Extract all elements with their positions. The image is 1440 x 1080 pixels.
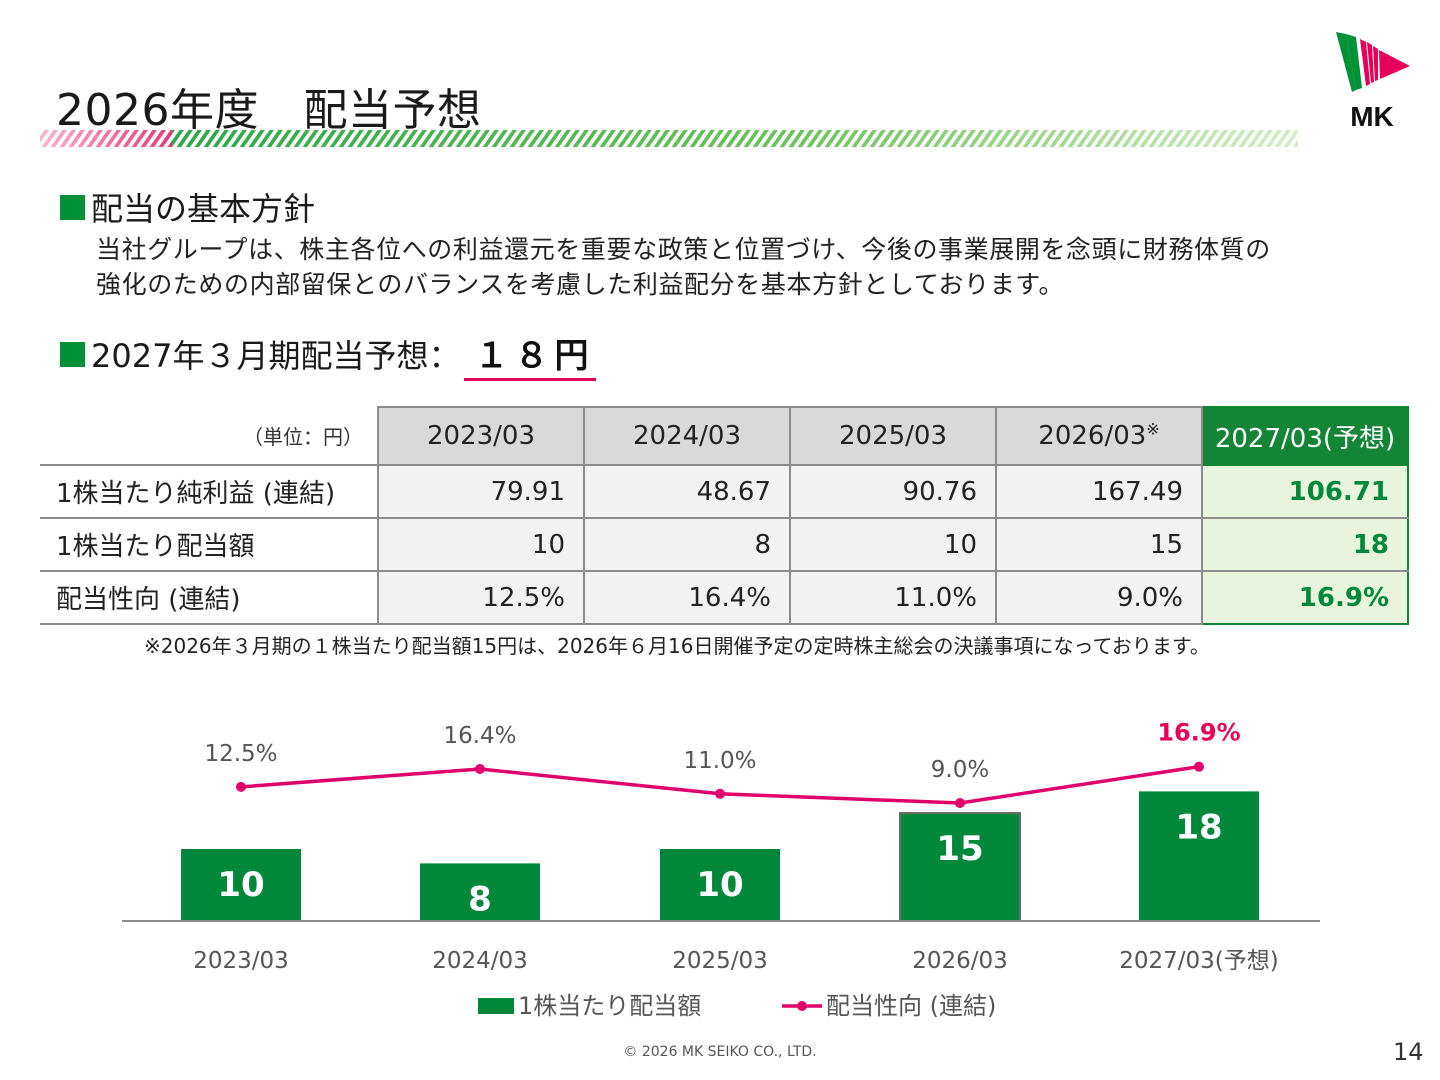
x-tick-label: 2023/03	[193, 948, 289, 974]
column-header-text: 2026/03	[1038, 421, 1147, 451]
table-cell: 48.67	[583, 464, 791, 519]
bar	[181, 849, 301, 921]
row-label: 1株当たり配当額	[40, 517, 379, 572]
bar-data-label: 10	[217, 865, 264, 905]
table-cell-forecast: 106.71	[1201, 464, 1409, 519]
line-data-label: 9.0%	[931, 757, 989, 783]
legend-swatch-bar	[478, 998, 514, 1014]
bullet-square-icon	[60, 195, 85, 220]
section-dividend-policy: 配当の基本方針	[60, 184, 315, 230]
footnote: ※2026年３月期の１株当たり配当額15円は、2026年６月16日開催予定の定時…	[144, 634, 1210, 658]
line-data-label: 16.4%	[443, 723, 516, 749]
line-point	[236, 781, 246, 792]
row-label: 配当性向 (連結)	[40, 570, 379, 625]
x-tick-label: 2026/03	[912, 948, 1008, 974]
line-point	[475, 763, 485, 774]
table-header-row: （単位：円） 2023/03 2024/03 2025/03 2026/03※ …	[40, 406, 1409, 466]
bullet-square-icon	[60, 342, 85, 367]
line-point	[955, 798, 965, 808]
line-data-label: 16.9%	[1157, 719, 1240, 747]
column-header: 2024/03	[583, 406, 791, 466]
line-data-label: 12.5%	[204, 741, 277, 767]
legend-label: 1株当たり配当額	[518, 992, 701, 1020]
table-row: 1株当たり配当額 10 8 10 15 18	[40, 517, 1409, 572]
logo-wordmark: MK	[1350, 101, 1394, 130]
bar	[660, 849, 780, 921]
row-label: 1株当たり純利益 (連結)	[40, 464, 379, 519]
line-point	[715, 788, 725, 799]
table-cell: 9.0%	[995, 570, 1203, 625]
line-point	[1194, 761, 1204, 772]
bar-data-label: 8	[468, 879, 492, 919]
bar	[420, 863, 540, 921]
table-cell: 10	[789, 517, 997, 572]
table-cell: 8	[583, 517, 791, 572]
policy-text-line1: 当社グループは、株主各位への利益還元を重要な政策と位置づけ、今後の事業展開を念頭…	[96, 235, 1271, 264]
section-heading: 2027年３月期配当予想：	[91, 337, 461, 375]
title-divider-stripe	[40, 130, 1298, 147]
table-row: 1株当たり純利益 (連結) 79.91 48.67 90.76 167.49 1…	[40, 464, 1409, 519]
table-cell: 12.5%	[377, 570, 585, 625]
forecast-dividend-value: １８円	[464, 328, 597, 381]
table-cell: 16.4%	[583, 570, 791, 625]
mk-logo: MK	[1336, 32, 1410, 130]
column-header-forecast: 2027/03(予想)	[1201, 406, 1409, 466]
copyright: © 2026 MK SEIKO CO., LTD.	[623, 1044, 817, 1060]
table-cell: 15	[995, 517, 1203, 572]
table-cell: 10	[377, 517, 585, 572]
bar-data-label: 10	[696, 865, 743, 905]
x-tick-label: 2025/03	[672, 948, 768, 974]
table-cell: 167.49	[995, 464, 1203, 519]
page-title: 2026年度 配当予想	[56, 85, 482, 136]
table-cell-forecast: 16.9%	[1201, 570, 1409, 625]
table-cell-forecast: 18	[1201, 517, 1409, 572]
line-data-label: 11.0%	[683, 748, 756, 774]
bar	[1139, 791, 1259, 921]
column-header: 2026/03※	[995, 406, 1203, 466]
legend-label: 配当性向 (連結)	[826, 992, 996, 1020]
table-cell: 90.76	[789, 464, 997, 519]
policy-text-line2: 強化のための内部留保とのバランスを考慮した利益配分を基本方針としております。	[96, 270, 1065, 299]
bar-data-label: 15	[936, 829, 983, 869]
table-cell: 79.91	[377, 464, 585, 519]
note-mark: ※	[1146, 419, 1160, 439]
bar-data-label: 18	[1175, 807, 1222, 847]
unit-label: （単位：円）	[40, 407, 379, 466]
table-row: 配当性向 (連結) 12.5% 16.4% 11.0% 9.0% 16.9%	[40, 570, 1409, 625]
column-header: 2025/03	[789, 406, 997, 466]
column-header: 2023/03	[377, 406, 585, 466]
legend-swatch-point	[797, 1001, 807, 1011]
table-cell: 11.0%	[789, 570, 997, 625]
x-tick-label: 2024/03	[432, 948, 528, 974]
x-tick-label: 2027/03(予想)	[1119, 948, 1279, 974]
page-number: 14	[1393, 1038, 1424, 1066]
dividend-chart: 10 8 10 15 18 12.5% 16.4% 11.0% 9.0% 16.9% 2023/…	[122, 719, 1320, 1020]
dividend-table: （単位：円） 2023/03 2024/03 2025/03 2026/03※ …	[40, 406, 1409, 625]
section-dividend-forecast: 2027年３月期配当予想： １８円	[60, 328, 597, 381]
section-heading: 配当の基本方針	[91, 190, 316, 228]
